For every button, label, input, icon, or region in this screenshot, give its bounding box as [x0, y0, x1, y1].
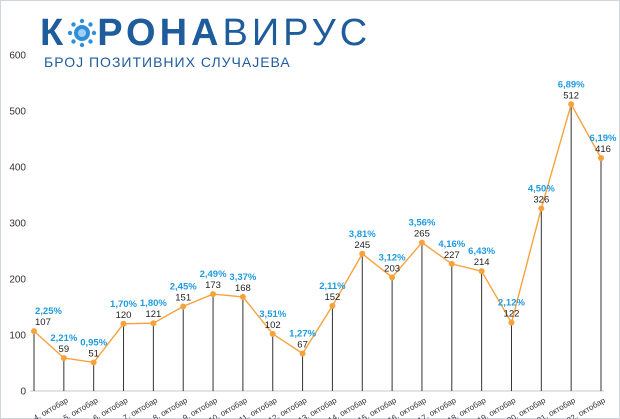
data-point: [598, 155, 604, 162]
value-label: 214: [474, 257, 490, 268]
data-point: [359, 250, 366, 257]
value-label: 512: [563, 90, 579, 101]
data-point: [329, 302, 336, 309]
value-label: 173: [205, 280, 221, 291]
data-point: [478, 268, 485, 275]
percent-label: 3,56%: [408, 218, 435, 229]
percent-label: 3,12%: [379, 252, 406, 263]
virus-logo-icon: [67, 18, 97, 48]
title-part-virus: ВИРУС: [222, 12, 372, 54]
percent-label: 1,70%: [110, 299, 137, 310]
percent-label: 1,27%: [289, 328, 316, 339]
value-label: 152: [324, 292, 340, 303]
data-point: [568, 101, 575, 108]
chart-subtitle: БРОЈ ПОЗИТИВНИХ СЛУЧАЈЕВА: [44, 54, 291, 70]
y-tick-label: 400: [9, 163, 26, 174]
value-label: 120: [116, 310, 132, 321]
y-tick-label: 300: [9, 219, 26, 230]
title-part-k: К: [40, 12, 68, 54]
percent-label: 1,80%: [140, 298, 167, 309]
data-point: [448, 260, 455, 267]
data-point: [418, 239, 425, 246]
percent-label: 3,37%: [229, 272, 256, 283]
y-tick-label: 0: [20, 387, 26, 398]
percent-label: 2,21%: [50, 333, 77, 344]
value-label: 122: [504, 309, 520, 320]
y-tick-label: 100: [9, 331, 26, 342]
data-point: [299, 350, 306, 357]
percent-label: 4,16%: [438, 239, 465, 250]
value-label: 168: [235, 283, 251, 294]
value-label: 121: [145, 309, 161, 320]
value-label: 203: [384, 263, 400, 274]
value-stems: [33, 104, 602, 391]
data-point: [180, 303, 187, 310]
data-point: [269, 330, 276, 337]
data-point: [239, 293, 246, 300]
data-point: [60, 354, 67, 361]
series-line: [33, 102, 602, 364]
value-label: 102: [265, 320, 281, 331]
value-label: 265: [414, 229, 430, 240]
y-tick-label: 600: [9, 51, 26, 62]
y-axis: 0 100 200 300 400 500 600: [9, 51, 604, 398]
percent-label: 3,51%: [259, 309, 286, 320]
value-label: 416: [595, 144, 611, 155]
data-point: [210, 291, 217, 298]
data-point: [120, 320, 127, 327]
series-markers: [31, 101, 604, 366]
title-part-rona: РОНА: [97, 12, 223, 54]
chart-title: К РОНАВИРУС: [40, 12, 371, 55]
value-label: 59: [59, 344, 70, 355]
data-point: [508, 319, 515, 326]
percent-label: 2,12%: [498, 298, 525, 309]
value-label: 67: [297, 339, 308, 350]
value-label: 151: [175, 292, 191, 303]
data-point: [389, 274, 396, 281]
percent-label: 2,25%: [35, 306, 62, 317]
percent-label: 6,89%: [558, 79, 585, 90]
value-label: 326: [533, 194, 549, 205]
percent-label: 3,81%: [349, 229, 376, 240]
value-label: 107: [35, 317, 51, 328]
data-point: [538, 205, 545, 212]
percent-label: 4,50%: [528, 183, 555, 194]
y-tick-label: 500: [9, 107, 26, 118]
value-label: 51: [88, 348, 99, 359]
y-tick-label: 200: [9, 275, 26, 286]
percent-label: 2,11%: [319, 281, 346, 292]
value-label: 227: [444, 250, 460, 261]
percent-label: 2,45%: [170, 281, 197, 292]
percent-label: 6,43%: [468, 246, 495, 257]
chart-header: К РОНАВИРУС БРОЈ ПОЗИТИВНИХ СЛУЧАЈЕВА: [36, 8, 394, 76]
percent-label: 6,19%: [590, 133, 617, 144]
data-point: [90, 359, 97, 366]
percent-label: 0,95%: [80, 337, 107, 348]
data-point: [31, 328, 37, 335]
data-point: [150, 320, 157, 327]
percent-label: 2,49%: [200, 269, 227, 280]
value-label: 245: [354, 240, 370, 251]
